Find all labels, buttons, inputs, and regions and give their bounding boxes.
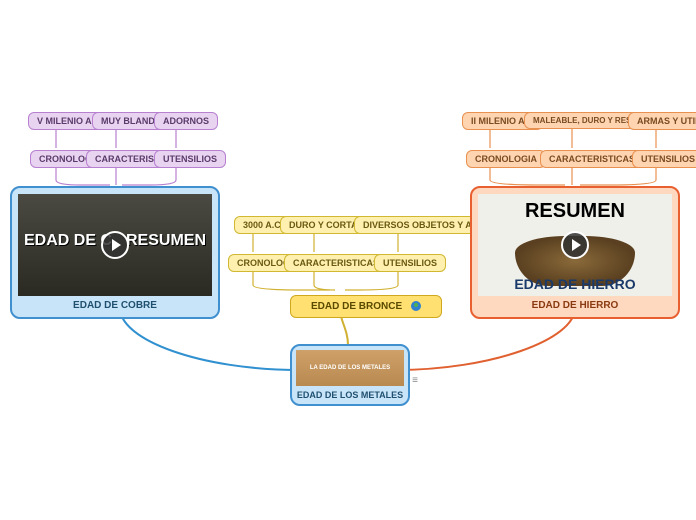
play-icon[interactable] <box>101 231 129 259</box>
card-root[interactable]: LA EDAD DE LOS METALES EDAD DE LOS METAL… <box>290 344 410 406</box>
leaf-cobre-utensilios[interactable]: ADORNOS <box>154 112 218 130</box>
title-root: EDAD DE LOS METALES <box>296 390 404 400</box>
sub-cobre-utensilios[interactable]: UTENSILIOS <box>154 150 226 168</box>
title-bronce: EDAD DE BRONCE <box>311 301 402 312</box>
overlay-hierro-bottom: EDAD DE HIERRO <box>478 276 672 292</box>
thumb-root: LA EDAD DE LOS METALES <box>296 350 404 386</box>
sub-bronce-caract[interactable]: CARACTERISTICAS <box>284 254 388 272</box>
overlay-cobre-right: RESUMEN <box>126 232 206 250</box>
node-bronce[interactable]: EDAD DE BRONCE <box>290 295 442 318</box>
sub-hierro-cronologia[interactable]: CRONOLOGIA <box>466 150 546 168</box>
card-hierro[interactable]: RESUMEN EDAD DE HIERRO EDAD DE HIERRO <box>470 186 680 319</box>
notes-icon[interactable]: ≡ <box>412 375 418 386</box>
sub-hierro-utensilios[interactable]: UTENSILIOS <box>632 150 696 168</box>
sub-bronce-utensilios[interactable]: UTENSILIOS <box>374 254 446 272</box>
thumb-hierro: RESUMEN EDAD DE HIERRO <box>478 194 672 296</box>
globe-icon[interactable] <box>411 301 421 311</box>
overlay-cobre-left: EDAD DE C <box>24 232 112 250</box>
title-hierro: EDAD DE HIERRO <box>478 300 672 311</box>
title-cobre: EDAD DE COBRE <box>18 300 212 311</box>
thumb-root-label: LA EDAD DE LOS METALES <box>310 365 390 371</box>
leaf-hierro-utensilios[interactable]: ARMAS Y UTILES <box>628 112 696 130</box>
play-icon[interactable] <box>561 231 589 259</box>
sub-hierro-caract[interactable]: CARACTERISTICAS <box>540 150 644 168</box>
overlay-hierro-top: RESUMEN <box>478 200 672 223</box>
card-cobre[interactable]: EDAD DE C RESUMEN EDAD DE COBRE <box>10 186 220 319</box>
thumb-cobre: EDAD DE C RESUMEN <box>18 194 212 296</box>
